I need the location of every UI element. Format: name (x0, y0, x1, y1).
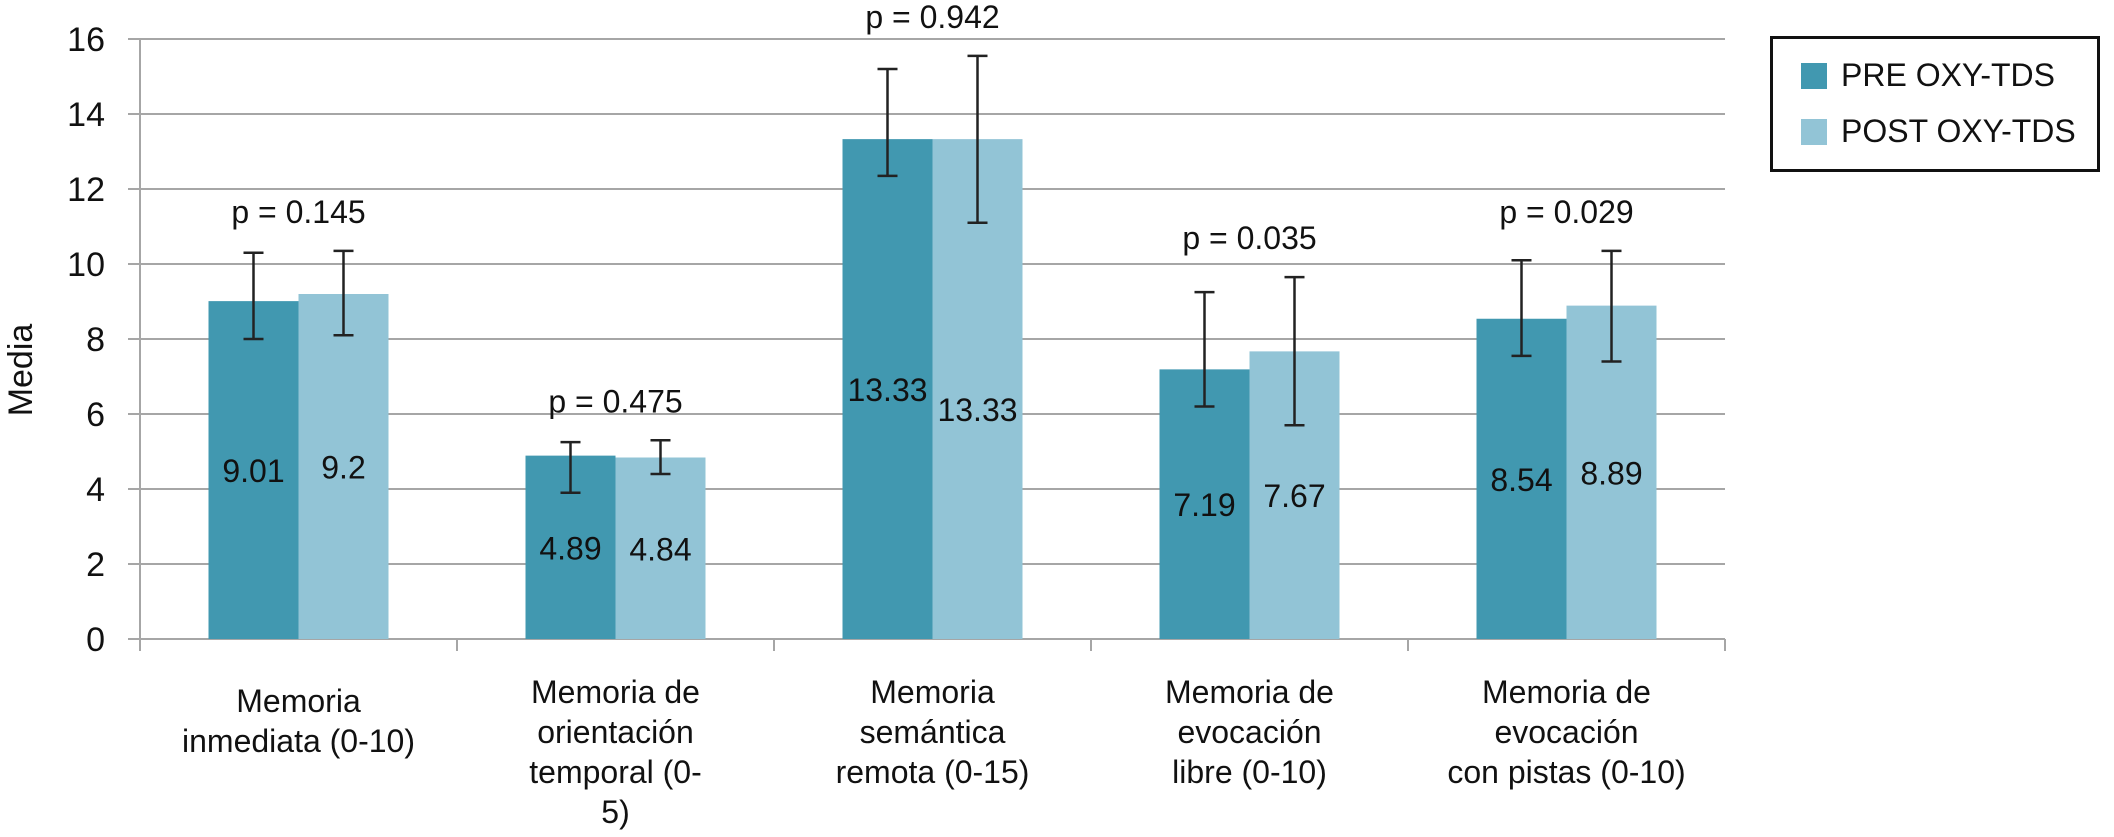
category-label: Memoria de evocación libre (0-10) (1165, 674, 1334, 790)
legend-label-post: POST OXY-TDS (1841, 113, 2076, 149)
p-value-label: p = 0.145 (231, 194, 365, 230)
value-label: 8.54 (1490, 462, 1552, 498)
y-tick-label: 16 (67, 21, 105, 59)
bar (1159, 369, 1250, 639)
y-tick-label: 8 (86, 321, 105, 359)
category-label-line: 5) (601, 794, 629, 830)
legend-swatch-pre (1801, 62, 1827, 89)
category-label: Memoria de evocación con pistas (0-10) (1447, 674, 1685, 790)
y-tick-label: 6 (86, 396, 105, 434)
category-label-line: orientación (537, 714, 694, 750)
y-tick-label: 4 (86, 471, 105, 509)
p-value-label: p = 0.035 (1182, 220, 1316, 256)
category-label-line: Memoria (236, 683, 361, 719)
legend-item-post: POST OXY-TDS (1801, 113, 2076, 150)
category-label-line: evocación (1177, 714, 1321, 750)
value-label: 4.89 (539, 530, 601, 566)
category-label-line: temporal (0- (529, 754, 702, 790)
category-label-line: libre (0-10) (1172, 754, 1327, 790)
y-tick-label: 12 (67, 171, 105, 209)
category-label: Memoria inmediata (0-10) (182, 683, 415, 759)
category-label-line: Memoria (870, 674, 995, 710)
y-axis: 0 2 4 6 8 10 12 14 16 (67, 21, 141, 659)
value-label: 9.2 (321, 450, 365, 486)
y-tick-label: 10 (67, 246, 105, 284)
legend-swatch-post (1801, 118, 1827, 145)
value-label: 4.84 (629, 531, 691, 567)
value-label: 13.33 (847, 372, 927, 408)
bar (1476, 318, 1567, 639)
category-label-line: semántica (860, 714, 1006, 750)
p-value-label: p = 0.942 (865, 0, 999, 35)
category-label-line: Memoria de (531, 674, 700, 710)
bar (615, 457, 706, 639)
error-bars (243, 54, 1622, 494)
value-label: 8.89 (1580, 455, 1642, 491)
category-label-line: Memoria de (1482, 674, 1651, 710)
x-axis (139, 638, 1726, 651)
bar (208, 301, 299, 639)
legend: PRE OXY-TDS POST OXY-TDS (1770, 36, 2100, 172)
y-tick-label: 2 (86, 546, 105, 584)
legend-label-pre: PRE OXY-TDS (1841, 57, 2055, 93)
bar (298, 294, 389, 639)
category-label: Memoria semántica remota (0-15) (836, 674, 1030, 790)
value-labels: 9.01 9.2 4.89 4.84 13.33 13.33 7.19 7.67 8.54 8.8… (222, 372, 1642, 567)
category-label: Memoria de orientación temporal (0- 5) (529, 674, 702, 830)
value-label: 7.67 (1263, 478, 1325, 514)
value-label: 13.33 (937, 392, 1017, 428)
value-label: 7.19 (1173, 487, 1235, 523)
y-tick-label: 14 (67, 96, 105, 134)
category-labels: Memoria inmediata (0-10) Memoria de orienta… (182, 674, 1686, 830)
bar (842, 139, 933, 639)
category-label-line: remota (0-15) (836, 754, 1030, 790)
p-value-label: p = 0.475 (548, 383, 682, 419)
bars (208, 139, 1657, 639)
y-tick-label: 0 (86, 621, 105, 659)
category-label-line: evocación (1494, 714, 1638, 750)
legend-item-pre: PRE OXY-TDS (1801, 57, 2055, 94)
category-label-line: Memoria de (1165, 674, 1334, 710)
category-label-line: inmediata (0-10) (182, 723, 415, 759)
category-label-line: con pistas (0-10) (1447, 754, 1685, 790)
p-value-labels: p = 0.145 p = 0.475 p = 0.942 p = 0.035 p = … (231, 0, 1633, 419)
p-value-label: p = 0.029 (1499, 194, 1633, 230)
value-label: 9.01 (222, 453, 284, 489)
y-axis-title: Media (2, 324, 40, 417)
